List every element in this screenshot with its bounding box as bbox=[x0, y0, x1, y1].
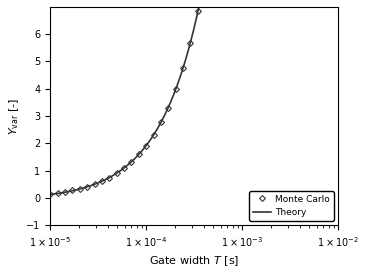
X-axis label: Gate width $T$ [s]: Gate width $T$ [s] bbox=[149, 254, 239, 268]
Theory bbox=[187, 47, 191, 50]
Monte Carlo bbox=[63, 190, 67, 194]
Monte Carlo bbox=[129, 160, 134, 164]
Monte Carlo bbox=[144, 144, 148, 148]
Monte Carlo bbox=[196, 10, 200, 13]
Monte Carlo bbox=[181, 66, 185, 70]
Monte Carlo bbox=[137, 153, 141, 156]
Line: Theory: Theory bbox=[50, 0, 338, 194]
Theory bbox=[185, 53, 189, 57]
Monte Carlo bbox=[173, 87, 178, 91]
Monte Carlo bbox=[78, 187, 82, 191]
Monte Carlo bbox=[92, 182, 97, 186]
Monte Carlo bbox=[48, 193, 52, 196]
Monte Carlo bbox=[115, 171, 119, 175]
Monte Carlo bbox=[56, 192, 60, 195]
Monte Carlo bbox=[100, 179, 104, 183]
Legend: Monte Carlo, Theory: Monte Carlo, Theory bbox=[249, 191, 333, 221]
Monte Carlo bbox=[122, 166, 126, 170]
Monte Carlo bbox=[166, 106, 171, 109]
Theory bbox=[48, 193, 52, 196]
Monte Carlo bbox=[159, 121, 163, 124]
Y-axis label: $Y_{\rm var}$ [-]: $Y_{\rm var}$ [-] bbox=[7, 98, 21, 134]
Monte Carlo bbox=[188, 41, 193, 44]
Monte Carlo bbox=[85, 185, 89, 189]
Monte Carlo bbox=[107, 176, 112, 179]
Line: Monte Carlo: Monte Carlo bbox=[48, 0, 340, 196]
Monte Carlo bbox=[70, 189, 75, 192]
Monte Carlo bbox=[152, 134, 156, 137]
